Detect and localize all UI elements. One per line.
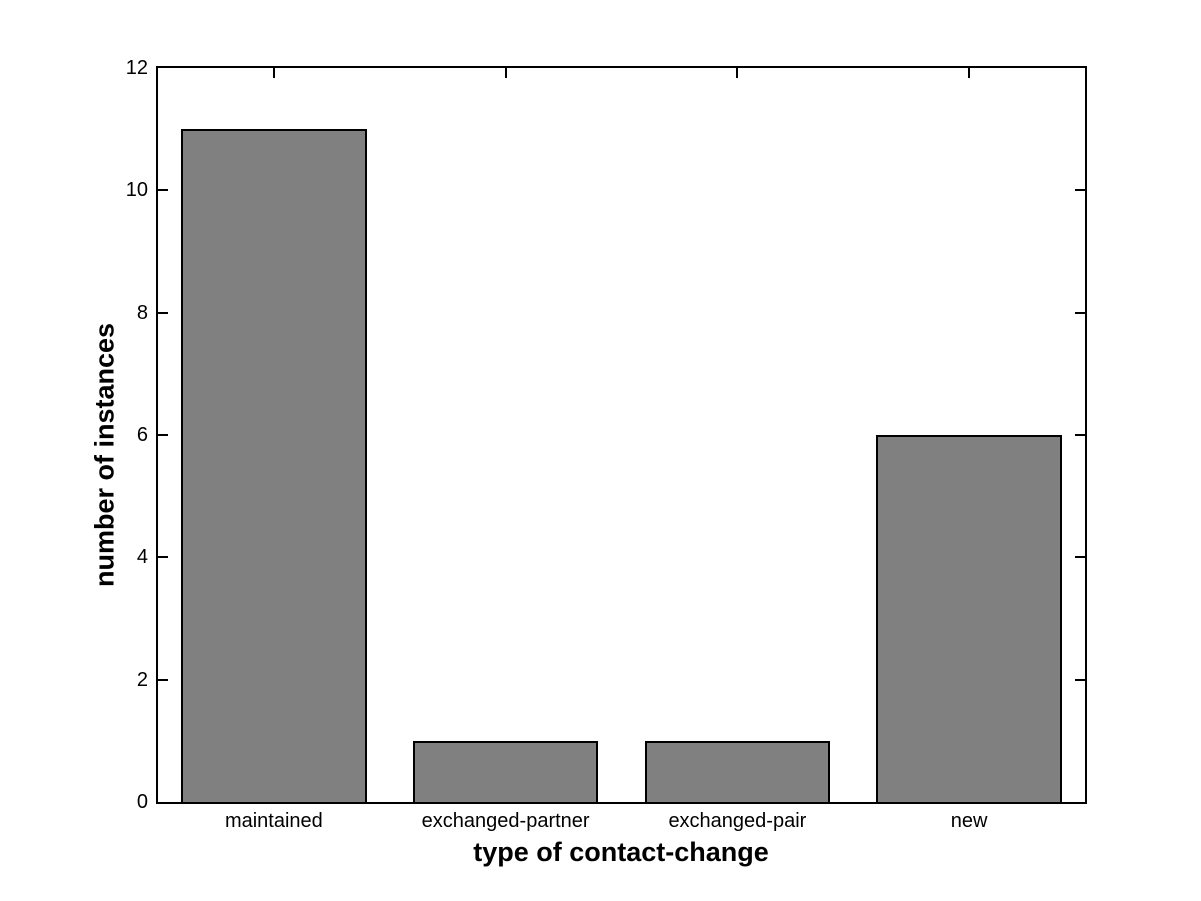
y-tick-label: 6 xyxy=(136,424,148,446)
bar-exchanged-pair xyxy=(644,740,831,802)
x-axis-title: type of contact-change xyxy=(473,837,769,867)
y-tick-label: 12 xyxy=(125,57,148,79)
x-tick-label: new xyxy=(950,810,988,832)
y-tick-mark xyxy=(1075,556,1085,559)
y-tick-label: 10 xyxy=(125,179,148,202)
y-tick-label: 2 xyxy=(136,668,148,691)
y-tick-mark xyxy=(158,189,168,192)
x-tick-mark xyxy=(272,68,275,78)
y-tick-label: 8 xyxy=(136,301,148,324)
x-tick-mark xyxy=(504,68,507,78)
y-tick-mark xyxy=(158,434,168,436)
plot-area xyxy=(156,66,1087,804)
y-tick-mark xyxy=(158,311,168,314)
x-tick-label: exchanged-partner xyxy=(421,810,590,832)
bar-exchanged-partner xyxy=(412,740,599,802)
bar-maintained xyxy=(181,129,367,802)
y-tick-mark xyxy=(1075,678,1085,681)
y-tick-mark xyxy=(1075,434,1085,436)
y-tick-label: 4 xyxy=(136,546,148,569)
x-tick-label: maintained xyxy=(224,810,323,832)
y-tick-mark xyxy=(158,678,168,681)
y-tick-mark xyxy=(1075,189,1085,192)
y-tick-label: 0 xyxy=(136,791,148,813)
y-axis-title: number of instances xyxy=(89,322,120,588)
x-tick-mark xyxy=(736,68,739,78)
x-tick-label: exchanged-pair xyxy=(668,810,807,832)
y-tick-mark xyxy=(158,556,168,559)
bar-new xyxy=(876,435,1062,802)
y-tick-mark xyxy=(1075,311,1085,314)
x-tick-mark xyxy=(968,68,971,78)
